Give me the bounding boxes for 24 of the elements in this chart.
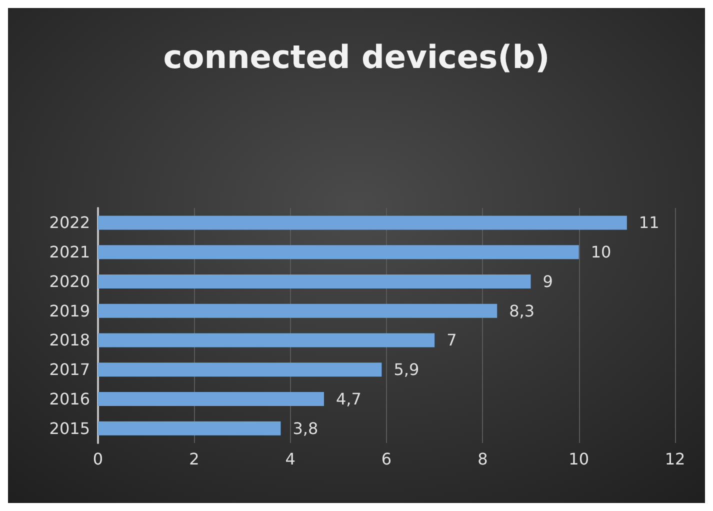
y-tick-label: 2015 <box>49 418 90 438</box>
x-tick-label: 4 <box>285 450 296 468</box>
y-tick-label: 2016 <box>49 389 90 408</box>
x-tick-label: 10 <box>568 450 590 468</box>
data-label: 10 <box>590 242 612 262</box>
x-tick-label: 6 <box>381 450 392 468</box>
data-label: 3,8 <box>292 418 318 438</box>
y-tick-label: 2020 <box>49 272 90 291</box>
y-tick-label: 2018 <box>49 330 90 350</box>
y-tick-label: 2017 <box>49 360 90 380</box>
data-label: 7 <box>446 330 457 350</box>
data-label: 4,7 <box>336 389 362 408</box>
y-tick-label: 2022 <box>49 213 90 232</box>
data-label: 8,3 <box>509 301 535 320</box>
x-tick-label: 8 <box>478 450 488 468</box>
chart-title: connected devices(b) <box>163 38 550 76</box>
y-tick-label: 2021 <box>49 242 90 262</box>
data-label: 5,9 <box>394 360 420 380</box>
x-tick-label: 12 <box>664 450 686 468</box>
y-tick-label: 2019 <box>49 301 90 320</box>
data-label: 11 <box>638 213 660 232</box>
x-tick-label: 0 <box>92 450 104 468</box>
x-tick-label: 2 <box>189 450 200 468</box>
data-label: 9 <box>542 272 553 291</box>
